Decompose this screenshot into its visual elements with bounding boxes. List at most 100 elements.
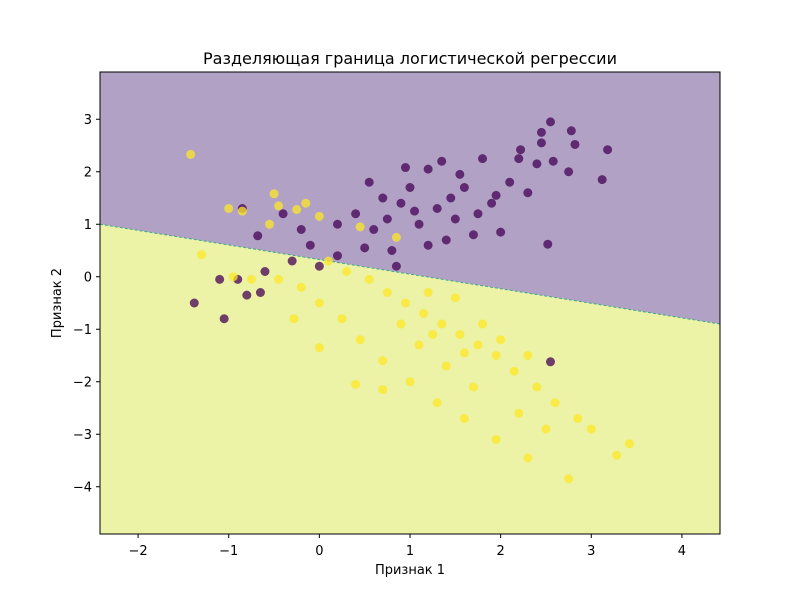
scatter-point-class-1 [382,288,392,297]
scatter-point-class-0 [455,169,465,179]
scatter-point-class-0 [603,145,613,155]
scatter-point-class-0 [387,246,397,255]
scatter-point-class-0 [414,219,424,229]
scatter-point-class-1 [292,205,302,215]
scatter-point-class-1 [437,319,447,329]
y-tick-label: 0 [84,270,92,285]
x-tick-label: −1 [219,544,238,559]
scatter-point-class-1 [491,351,501,360]
scatter-point-class-0 [516,145,526,155]
scatter-point-class-1 [423,288,433,297]
scatter-point-class-0 [382,214,392,224]
scatter-point-class-1 [541,424,551,434]
y-tick-label: 1 [84,218,92,233]
scatter-point-class-0 [215,274,225,284]
scatter-point-class-1 [523,453,533,463]
scatter-point-class-0 [314,261,324,271]
scatter-point-class-0 [478,154,488,164]
scatter-point-class-1 [523,351,533,360]
scatter-point-class-1 [237,206,247,216]
scatter-point-class-1 [612,450,622,460]
scatter-point-class-0 [287,256,297,266]
scatter-point-class-1 [274,201,284,211]
scatter-point-class-0 [597,175,607,185]
x-tick-label: 0 [315,544,323,559]
scatter-point-class-1 [432,398,442,408]
scatter-point-class-0 [332,219,342,229]
scatter-point-class-0 [219,314,229,324]
scatter-point-class-1 [355,335,365,345]
scatter-point-class-0 [468,230,478,240]
scatter-point-class-1 [269,189,279,199]
scatter-point-class-0 [437,156,447,166]
scatter-point-class-0 [405,183,415,192]
scatter-point-class-1 [532,382,542,392]
scatter-point-class-1 [550,398,560,408]
scatter-point-class-1 [355,222,365,232]
scatter-point-class-1 [296,282,306,292]
scatter-point-class-1 [509,366,519,376]
y-tick-label: −3 [73,428,92,443]
scatter-point-class-1 [246,274,256,284]
scatter-point-class-0 [548,156,558,166]
scatter-point-class-1 [342,267,352,276]
scatter-point-class-1 [391,232,401,242]
y-tick-label: −1 [73,323,92,338]
scatter-point-class-0 [543,239,553,249]
scatter-point-class-0 [260,267,270,276]
scatter-point-class-1 [289,314,299,324]
y-tick-label: −2 [73,375,92,390]
scatter-point-class-1 [364,274,374,284]
scatter-point-class-1 [351,379,361,389]
scatter-point-class-0 [532,159,542,169]
scatter-point-class-1 [228,272,238,282]
scatter-point-class-1 [265,219,275,229]
scatter-point-class-1 [428,330,438,339]
scatter-point-class-1 [419,309,429,318]
x-axis: −2 −1 0 1 2 3 4 [128,534,686,559]
scatter-point-class-0 [536,138,546,148]
scatter-point-class-1 [224,204,234,213]
scatter-point-class-0 [545,357,555,367]
scatter-point-class-0 [473,209,483,219]
scatter-point-class-1 [564,474,574,484]
scatter-point-class-0 [189,298,199,308]
scatter-point-class-0 [536,127,546,137]
scatter-point-class-1 [455,330,465,339]
scatter-point-class-1 [586,424,596,434]
scatter-point-class-0 [566,126,576,136]
scatter-point-class-1 [459,414,469,423]
scatter-point-class-0 [378,193,388,203]
scatter-point-class-1 [491,435,501,444]
x-tick-label: −2 [128,544,147,559]
scatter-point-class-0 [391,261,401,271]
scatter-point-class-1 [314,211,324,221]
scatter-point-class-0 [305,240,315,250]
scatter-point-class-0 [296,225,306,234]
scatter-point-class-1 [378,385,388,395]
scatter-point-class-1 [274,274,284,284]
scatter-point-class-0 [423,164,433,174]
scatter-point-class-0 [396,198,406,208]
scatter-point-class-1 [186,149,196,159]
scatter-point-class-1 [378,356,388,366]
scatter-point-class-1 [473,340,483,350]
scatter-point-class-1 [197,250,207,260]
scatter-point-class-1 [478,319,488,329]
x-tick-label: 4 [678,544,686,559]
scatter-point-class-0 [432,204,442,213]
scatter-point-class-0 [514,154,524,164]
scatter-point-class-1 [441,361,451,371]
scatter-point-class-1 [459,348,469,358]
scatter-point-class-0 [360,243,370,253]
scatter-point-class-1 [450,293,460,303]
scatter-point-class-1 [573,414,583,423]
scatter-point-class-0 [564,167,574,177]
scatter-point-class-1 [314,298,324,308]
y-axis: −4 −3 −2 −1 0 1 2 3 [73,113,100,495]
y-tick-label: −4 [73,480,92,495]
scatter-point-class-0 [423,240,433,250]
plot-area [100,72,720,534]
x-axis-label: Признак 1 [375,563,445,578]
